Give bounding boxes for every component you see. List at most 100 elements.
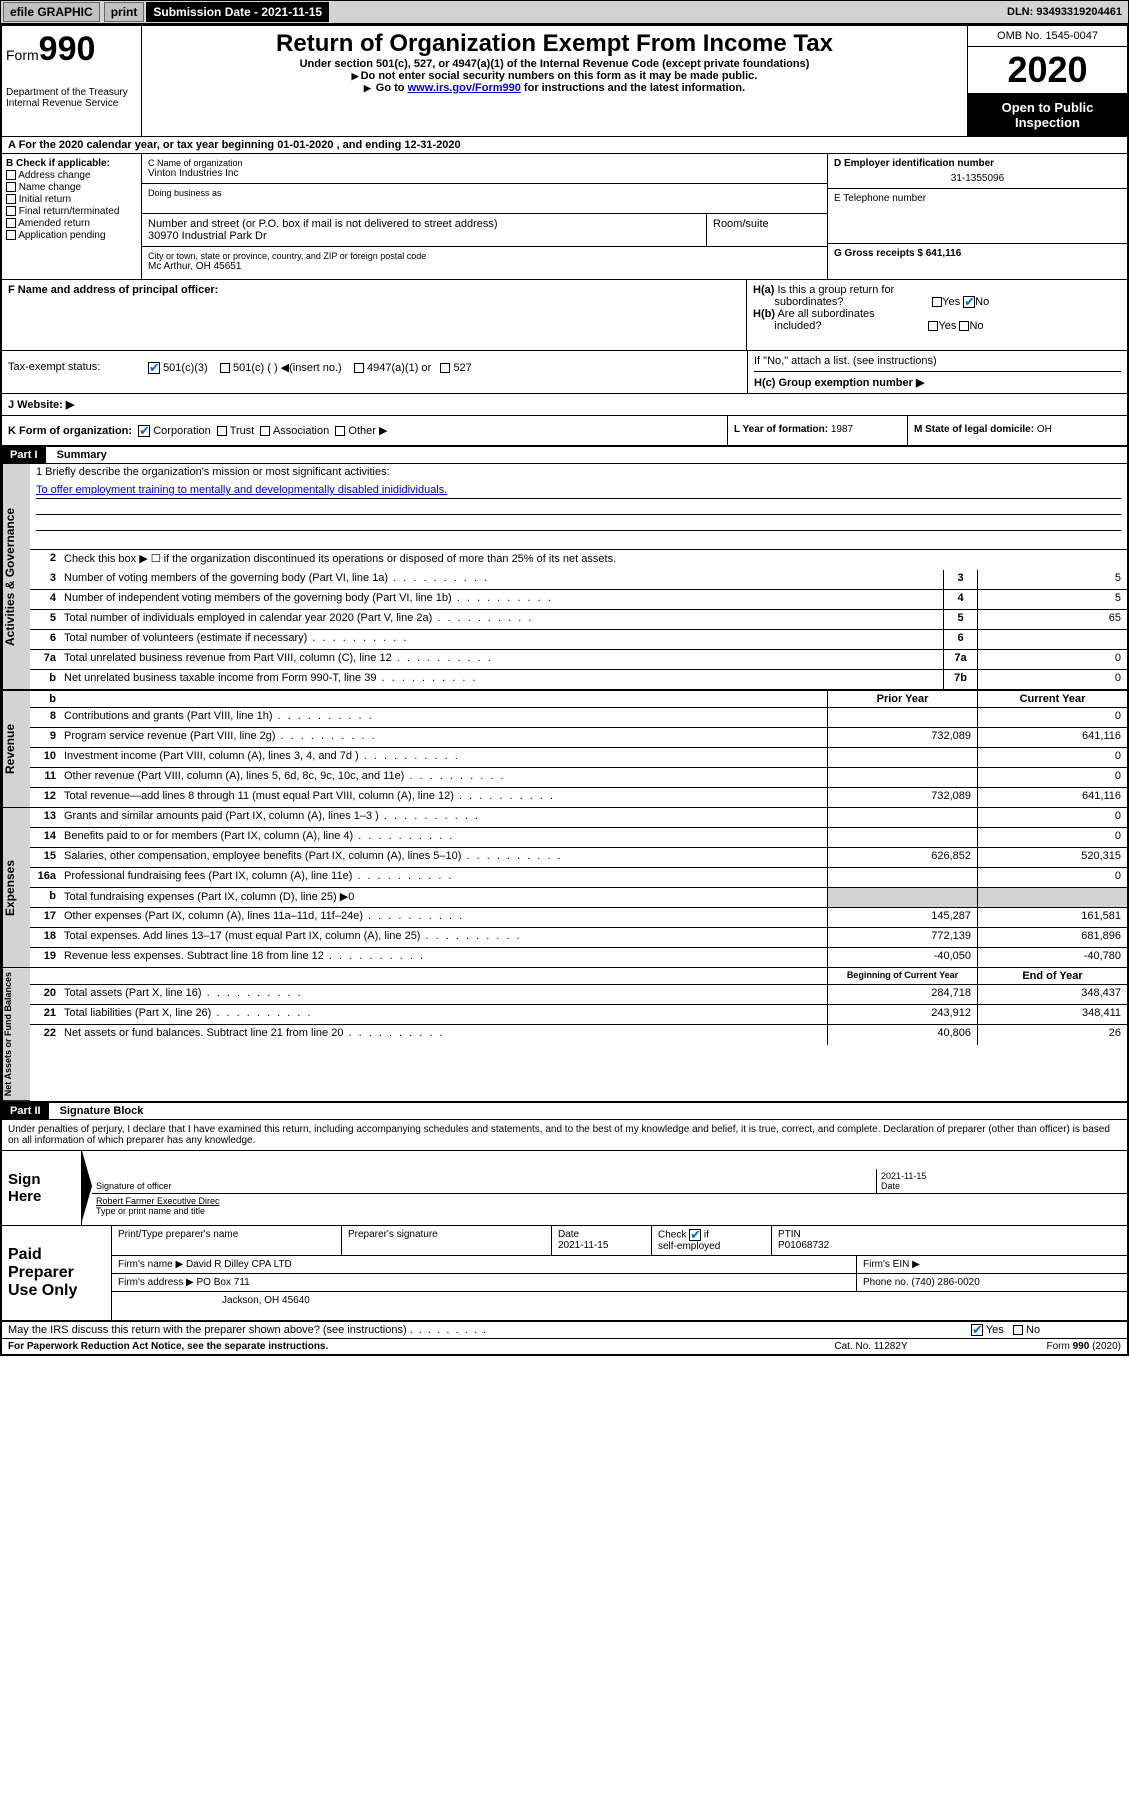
header-right: OMB No. 1545-0047 2020 Open to Public In… xyxy=(967,26,1127,136)
row-a-tax-year: A For the 2020 calendar year, or tax yea… xyxy=(2,137,1127,154)
cb-501c3[interactable] xyxy=(148,362,160,374)
cb-address[interactable]: Address change xyxy=(6,170,137,181)
m-label: M State of legal domicile: xyxy=(914,424,1034,435)
firm-addr2: Jackson, OH 45640 xyxy=(112,1292,1127,1309)
prep-ptin: PTINP01068732 xyxy=(772,1226,1127,1255)
org-name: Vinton Industries Inc xyxy=(148,168,821,179)
exp-line-13: 13Grants and similar amounts paid (Part … xyxy=(30,808,1127,828)
sign-here-row: Sign Here Signature of officer 2021-11-1… xyxy=(2,1151,1127,1226)
part-ii-label: Part II xyxy=(2,1103,49,1119)
dln: DLN: 93493319204461 xyxy=(1001,4,1128,20)
j-label: J Website: ▶ xyxy=(8,399,74,411)
sub3: Go to www.irs.gov/Form990 for instructio… xyxy=(150,82,959,94)
cb-pending[interactable]: Application pending xyxy=(6,230,137,241)
submission-date: Submission Date - 2021-11-15 xyxy=(146,2,329,22)
l-val: 1987 xyxy=(831,424,853,435)
expenses-table: Expenses 13Grants and similar amounts pa… xyxy=(2,808,1127,968)
sig-name: Robert Farmer Executive Direc Type or pr… xyxy=(92,1194,1127,1218)
exp-line-16a: 16aProfessional fundraising fees (Part I… xyxy=(30,868,1127,888)
header-left: Form990 Department of the Treasury Inter… xyxy=(2,26,142,136)
dba-label: Doing business as xyxy=(148,188,821,198)
mission-blank-3 xyxy=(36,531,1121,547)
form-no-footer: Form 990 (2020) xyxy=(971,1341,1121,1352)
form990-link[interactable]: www.irs.gov/Form990 xyxy=(408,82,521,94)
cb-assoc[interactable] xyxy=(260,426,270,436)
tax-exempt-row: Tax-exempt status: 501(c)(3) 501(c) ( ) … xyxy=(2,351,1127,394)
cb-discuss-no[interactable] xyxy=(1013,1325,1023,1335)
h-a: H(a) Is this a group return for subordin… xyxy=(753,284,1121,308)
side-governance: Activities & Governance xyxy=(2,464,30,690)
h-section: H(a) Is this a group return for subordin… xyxy=(747,280,1127,350)
org-name-cell: C Name of organization Vinton Industries… xyxy=(142,154,827,184)
side-expenses: Expenses xyxy=(2,808,30,968)
print-btn[interactable]: print xyxy=(104,2,145,22)
phone-label: E Telephone number xyxy=(834,193,1121,204)
city-cell: City or town, state or province, country… xyxy=(142,247,827,277)
cb-initial[interactable]: Initial return xyxy=(6,194,137,205)
m-val: OH xyxy=(1037,424,1052,435)
hdr-begin: Beginning of Current Year xyxy=(827,968,977,984)
sub1: Under section 501(c), 527, or 4947(a)(1)… xyxy=(150,58,959,70)
firm-name: Firm's name ▶ David R Dilley CPA LTD xyxy=(112,1256,857,1273)
cb-final[interactable]: Final return/terminated xyxy=(6,206,137,217)
gov-line-7a: 7aTotal unrelated business revenue from … xyxy=(30,650,1127,670)
net-line-21: 21Total liabilities (Part X, line 26)243… xyxy=(30,1005,1127,1025)
ein-cell: D Employer identification number 31-1355… xyxy=(828,154,1127,189)
gov-line-b: bNet unrelated business taxable income f… xyxy=(30,670,1127,690)
l-year: L Year of formation: 1987 xyxy=(727,416,907,445)
efile-btn[interactable]: efile GRAPHIC xyxy=(3,2,100,22)
prep-sig: Preparer's signature xyxy=(342,1226,552,1255)
sig-officer: Signature of officer xyxy=(92,1169,877,1193)
omb-number: OMB No. 1545-0047 xyxy=(968,26,1127,47)
paid-preparer-label: Paid Preparer Use Only xyxy=(2,1226,112,1320)
h-c: H(c) Group exemption number ▶ xyxy=(754,371,1121,389)
revenue-table: Revenue b Prior Year Current Year 8Contr… xyxy=(2,690,1127,808)
cb-discuss-yes[interactable] xyxy=(971,1324,983,1336)
form-label: Form xyxy=(6,47,39,63)
cb-corp[interactable] xyxy=(138,425,150,437)
irs-label: Internal Revenue Service xyxy=(6,98,137,109)
gross-receipts: G Gross receipts $ 641,116 xyxy=(828,244,1127,279)
row-f-h: F Name and address of principal officer:… xyxy=(2,280,1127,351)
mission-text: To offer employment training to mentally… xyxy=(36,482,1121,499)
discuss-yesno: Yes No xyxy=(971,1324,1121,1336)
h-attach: If "No," attach a list. (see instruction… xyxy=(747,351,1127,393)
form-990: Form990 Department of the Treasury Inter… xyxy=(0,24,1129,1356)
prep-selfemp: Check ifself-employed xyxy=(652,1226,772,1255)
i-opts: 501(c)(3) 501(c) ( ) ◀(insert no.) 4947(… xyxy=(142,351,747,393)
paid-preparer-row: Paid Preparer Use Only Print/Type prepar… xyxy=(2,1226,1127,1322)
side-netassets: Net Assets or Fund Balances xyxy=(2,968,30,1101)
open-inspection: Open to Public Inspection xyxy=(968,94,1127,136)
cb-4947[interactable] xyxy=(354,363,364,373)
side-revenue: Revenue xyxy=(2,691,30,808)
discuss-text: May the IRS discuss this return with the… xyxy=(8,1324,971,1336)
sig-date: 2021-11-15 Date xyxy=(877,1169,1127,1193)
k-label: K Form of organization: xyxy=(8,425,132,437)
l-label: L Year of formation: xyxy=(734,424,828,435)
exp-line-b: bTotal fundraising expenses (Part IX, co… xyxy=(30,888,1127,908)
form-number: 990 xyxy=(39,30,96,68)
ein-label: D Employer identification number xyxy=(834,158,1121,169)
principal-officer: F Name and address of principal officer: xyxy=(2,280,747,350)
prep-date: Date2021-11-15 xyxy=(552,1226,652,1255)
h-b: H(b) Are all subordinates included? Yes … xyxy=(753,308,1121,332)
gov-line-5: 5Total number of individuals employed in… xyxy=(30,610,1127,630)
sub3-post: for instructions and the latest informat… xyxy=(521,82,745,94)
gov-line-3: 3Number of voting members of the governi… xyxy=(30,570,1127,590)
cb-501c[interactable] xyxy=(220,363,230,373)
k-form-org: K Form of organization: Corporation Trus… xyxy=(2,416,727,445)
cb-amended[interactable]: Amended return xyxy=(6,218,137,229)
cb-other[interactable] xyxy=(335,426,345,436)
k-row: K Form of organization: Corporation Trus… xyxy=(2,416,1127,447)
section-b: B Check if applicable: Address change Na… xyxy=(2,154,1127,280)
discuss-row: May the IRS discuss this return with the… xyxy=(2,1322,1127,1339)
f-label: F Name and address of principal officer: xyxy=(8,284,740,296)
dba-cell: Doing business as xyxy=(142,184,827,214)
cb-namechange[interactable]: Name change xyxy=(6,182,137,193)
website-row: J Website: ▶ xyxy=(2,394,1127,416)
gov-line-2: 2Check this box ▶ ☐ if the organization … xyxy=(30,550,1127,570)
sign-here-label: Sign Here xyxy=(2,1151,82,1225)
cb-527[interactable] xyxy=(440,363,450,373)
cb-trust[interactable] xyxy=(217,426,227,436)
ein-value: 31-1355096 xyxy=(834,173,1121,184)
